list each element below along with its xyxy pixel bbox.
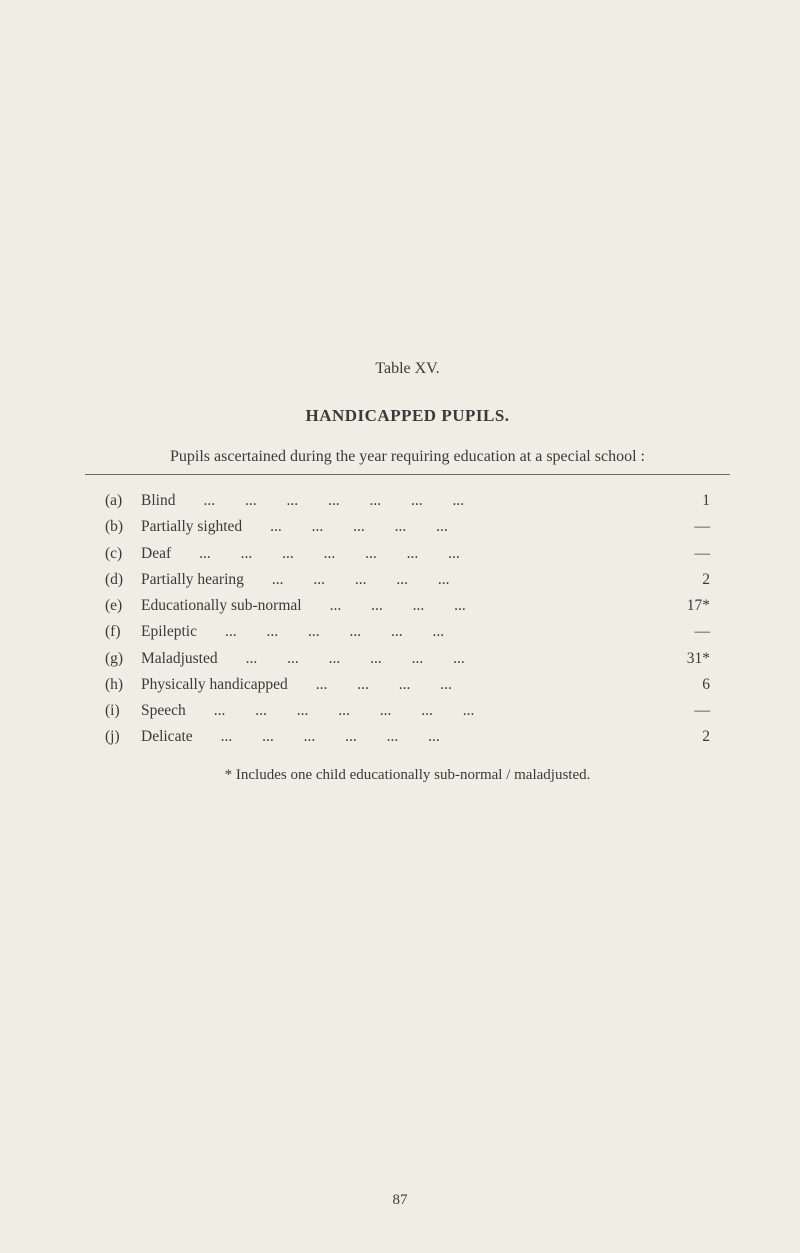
list-row: (j) Delicate ... ... ... ... ... ... 2: [105, 725, 710, 748]
footnote: * Includes one child educationally sub-n…: [85, 767, 730, 784]
row-label: Speech: [141, 699, 186, 722]
row-value: —: [655, 542, 710, 565]
row-label: Partially hearing: [141, 568, 244, 591]
row-marker: (h): [105, 673, 141, 696]
list-row: (c) Deaf ... ... ... ... ... ... ... —: [105, 542, 710, 565]
row-marker: (b): [105, 515, 141, 538]
row-marker: (g): [105, 647, 141, 670]
row-dots: ... ... ... ... ... ... ...: [171, 542, 460, 565]
row-marker: (c): [105, 542, 141, 565]
row-dots: ... ... ... ...: [288, 673, 452, 696]
row-marker: (d): [105, 568, 141, 591]
row-dots: ... ... ... ...: [302, 594, 466, 617]
row-label: Physically handicapped: [141, 673, 288, 696]
row-marker: (i): [105, 699, 141, 722]
row-label: Maladjusted: [141, 647, 218, 670]
row-dots: ... ... ... ... ... ... ...: [186, 699, 475, 722]
row-dots: ... ... ... ... ...: [244, 568, 450, 591]
content: Table XV. HANDICAPPED PUPILS. Pupils asc…: [85, 360, 730, 784]
row-value: —: [655, 620, 710, 643]
list-row: (b) Partially sighted ... ... ... ... ..…: [105, 515, 710, 538]
row-value: 6: [655, 673, 710, 696]
row-value: 31*: [655, 647, 710, 670]
row-dots: ... ... ... ... ... ...: [193, 725, 440, 748]
row-label: Educationally sub-normal: [141, 594, 302, 617]
row-label: Deaf: [141, 542, 171, 565]
row-label: Delicate: [141, 725, 193, 748]
row-dots: ... ... ... ... ...: [242, 515, 448, 538]
row-label: Blind: [141, 489, 175, 512]
row-value: 2: [655, 568, 710, 591]
row-marker: (f): [105, 620, 141, 643]
list-row: (i) Speech ... ... ... ... ... ... ... —: [105, 699, 710, 722]
divider: [85, 474, 730, 475]
page-number: 87: [0, 1192, 800, 1209]
table-label: Table XV.: [85, 360, 730, 378]
list-row: (f) Epileptic ... ... ... ... ... ... —: [105, 620, 710, 643]
subtitle: Pupils ascertained during the year requi…: [85, 448, 730, 466]
list-row: (d) Partially hearing ... ... ... ... ..…: [105, 568, 710, 591]
row-value: —: [655, 699, 710, 722]
list-row: (a) Blind ... ... ... ... ... ... ... 1: [105, 489, 710, 512]
pupils-list: (a) Blind ... ... ... ... ... ... ... 1 …: [85, 489, 730, 749]
row-label: Partially sighted: [141, 515, 242, 538]
list-row: (g) Maladjusted ... ... ... ... ... ... …: [105, 647, 710, 670]
row-marker: (e): [105, 594, 141, 617]
page: Table XV. HANDICAPPED PUPILS. Pupils asc…: [0, 0, 800, 1253]
row-label: Epileptic: [141, 620, 197, 643]
list-row: (e) Educationally sub-normal ... ... ...…: [105, 594, 710, 617]
row-dots: ... ... ... ... ... ...: [197, 620, 444, 643]
page-title: HANDICAPPED PUPILS.: [85, 406, 730, 426]
row-value: —: [655, 515, 710, 538]
row-value: 2: [655, 725, 710, 748]
list-row: (h) Physically handicapped ... ... ... .…: [105, 673, 710, 696]
row-value: 17*: [655, 594, 710, 617]
row-value: 1: [655, 489, 710, 512]
row-dots: ... ... ... ... ... ... ...: [175, 489, 464, 512]
row-marker: (j): [105, 725, 141, 748]
row-marker: (a): [105, 489, 141, 512]
row-dots: ... ... ... ... ... ...: [218, 647, 465, 670]
